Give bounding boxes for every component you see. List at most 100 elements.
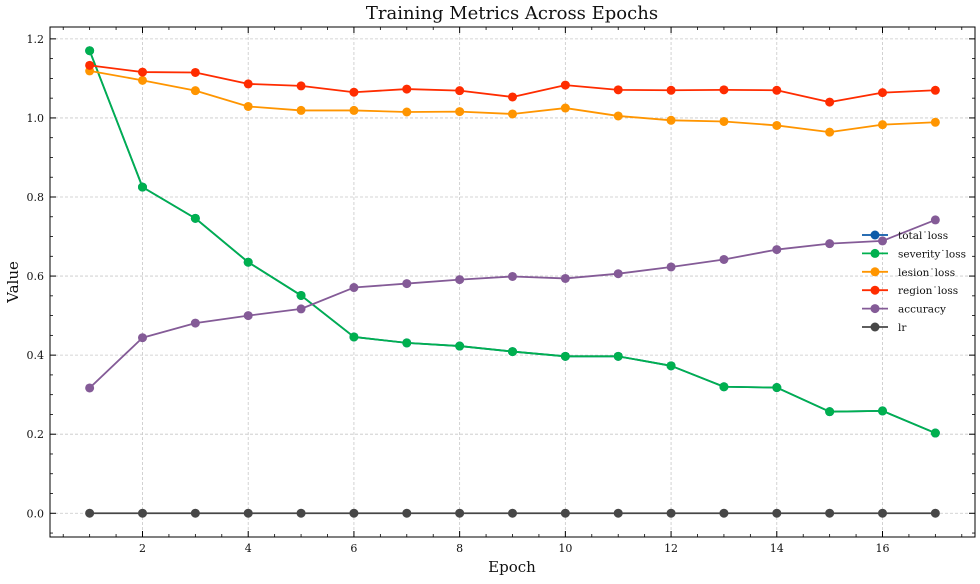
- x-tick-label: 2: [139, 542, 146, 555]
- data-point: [349, 105, 359, 115]
- x-tick-label: 14: [770, 542, 784, 555]
- data-point: [772, 85, 782, 95]
- x-tick-label: 10: [558, 542, 572, 555]
- data-point: [349, 508, 359, 518]
- data-point: [85, 46, 95, 56]
- legend-item: lr: [862, 322, 907, 334]
- data-point: [85, 383, 95, 393]
- data-point: [666, 115, 676, 125]
- data-point: [772, 245, 782, 255]
- series-total-loss: [85, 46, 940, 438]
- data-point: [930, 85, 940, 95]
- axis-ticks: [50, 27, 975, 537]
- legend-label: severity˙loss: [898, 247, 966, 260]
- x-tick-label: 12: [664, 542, 678, 555]
- data-point: [243, 311, 253, 321]
- data-point: [719, 508, 729, 518]
- legend-label: lesion˙loss: [898, 266, 955, 279]
- data-point: [455, 107, 465, 117]
- y-tick-label: 0.4: [27, 349, 45, 362]
- y-tick-label: 1.2: [27, 33, 45, 46]
- data-point: [560, 508, 570, 518]
- data-point: [402, 107, 412, 117]
- y-tick-label: 0.2: [27, 428, 45, 441]
- x-tick-label: 6: [350, 542, 357, 555]
- data-point: [825, 508, 835, 518]
- data-point: [825, 407, 835, 417]
- data-point: [455, 86, 465, 96]
- data-point: [138, 508, 147, 518]
- data-point: [613, 508, 623, 518]
- legend-item: region˙loss: [862, 284, 958, 297]
- data-point: [508, 109, 517, 119]
- legend-item: lesion˙loss: [862, 266, 955, 279]
- y-tick-label: 0.8: [27, 191, 45, 204]
- data-point: [878, 88, 887, 98]
- data-point: [772, 383, 782, 393]
- y-tick-label: 1.0: [27, 112, 45, 125]
- data-point: [190, 213, 200, 223]
- data-point: [402, 338, 412, 348]
- legend-marker: [870, 285, 880, 295]
- data-point: [613, 85, 623, 95]
- data-point: [666, 85, 676, 95]
- series-accuracy: [85, 215, 940, 393]
- data-point: [560, 103, 570, 113]
- grid: [50, 27, 975, 537]
- data-point: [455, 508, 465, 518]
- data-point: [560, 273, 570, 283]
- x-axis-label: Epoch: [488, 558, 536, 576]
- series-region-loss: [85, 60, 940, 107]
- series-line: [88, 50, 936, 434]
- data-point: [296, 290, 306, 300]
- data-point: [613, 351, 623, 361]
- chart-title: Training Metrics Across Epochs: [366, 3, 658, 24]
- plot-frame: [49, 26, 976, 538]
- x-tick-labels: 2 4 6 8 10 12 14 16: [139, 542, 890, 555]
- data-point: [190, 508, 200, 518]
- data-point: [508, 347, 517, 357]
- legend-marker: [870, 304, 880, 314]
- legend-marker: [870, 248, 880, 258]
- data-point: [402, 84, 412, 94]
- data-point: [508, 271, 517, 281]
- data-point: [930, 117, 940, 127]
- series-line: [89, 69, 936, 134]
- data-point: [190, 86, 200, 96]
- data-point: [930, 428, 940, 438]
- data-point: [190, 67, 200, 77]
- legend-marker: [870, 267, 880, 277]
- series-layer: [85, 46, 940, 518]
- data-point: [772, 120, 782, 130]
- x-tick-label: 4: [245, 542, 252, 555]
- data-point: [243, 257, 253, 267]
- data-point: [508, 92, 517, 102]
- data-point: [243, 101, 253, 111]
- data-point: [296, 304, 306, 314]
- data-point: [878, 508, 887, 518]
- legend-item: severity˙loss: [862, 247, 966, 260]
- data-point: [719, 85, 729, 95]
- legend-label: accuracy: [898, 304, 946, 316]
- y-tick-label: 0.0: [27, 507, 45, 520]
- legend-marker: [870, 230, 880, 240]
- data-point: [402, 279, 412, 289]
- data-point: [243, 79, 253, 89]
- data-point: [349, 332, 359, 342]
- data-point: [455, 341, 465, 351]
- data-point: [825, 97, 835, 107]
- x-tick-label: 8: [456, 542, 463, 555]
- legend-marker: [870, 322, 880, 332]
- data-point: [138, 67, 147, 77]
- legend-label: region˙loss: [898, 284, 958, 297]
- data-point: [666, 361, 676, 371]
- legend-item: total˙loss: [862, 229, 948, 242]
- series-severity-loss: [85, 46, 940, 438]
- data-point: [508, 508, 517, 518]
- series-lesion-loss: [85, 66, 940, 137]
- data-point: [878, 406, 887, 416]
- data-point: [930, 215, 940, 225]
- data-point: [930, 508, 940, 518]
- legend: total˙loss severity˙loss lesion˙loss region…: [862, 229, 966, 334]
